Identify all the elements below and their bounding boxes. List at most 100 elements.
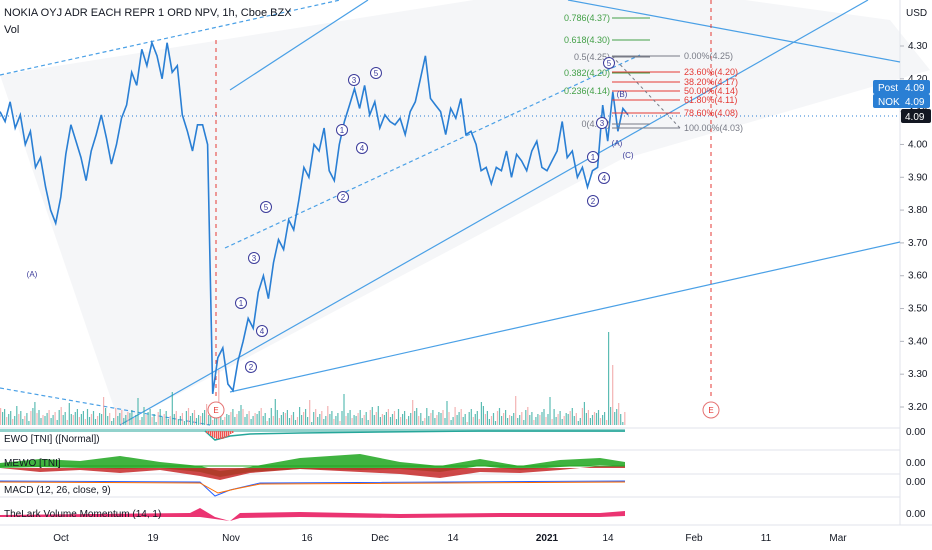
volume-bar: [351, 418, 353, 425]
volume-bar: [204, 410, 206, 425]
ewo-bar: [212, 431, 214, 437]
event-marker-label: E: [213, 406, 218, 415]
volume-bar: [22, 419, 24, 425]
price-tick-label: 3.40: [908, 336, 928, 347]
volume-bar: [589, 418, 591, 425]
volume-bar: [38, 410, 40, 425]
price-tick-label: 3.30: [908, 369, 928, 380]
wave-label-number: 4: [360, 144, 365, 153]
ewo-bar: [228, 431, 230, 436]
volume-bar: [159, 409, 161, 425]
ewo-bar: [206, 431, 208, 433]
volume-bar: [383, 415, 385, 425]
indicator-lark-value: 0.00: [906, 509, 926, 520]
volume-bar: [208, 415, 210, 425]
volume-bar: [163, 414, 165, 425]
price-series-line[interactable]: [0, 39, 629, 395]
volume-bar: [171, 392, 173, 425]
volume-bar: [303, 412, 305, 425]
indicator-mewo-value: 0.00: [906, 458, 926, 469]
wave-label-corrective: (C): [622, 151, 633, 160]
volume-bar: [42, 415, 44, 425]
event-marker[interactable]: [702, 401, 720, 419]
volume-bar: [177, 419, 179, 425]
volume-bar: [26, 413, 28, 425]
volume-bar: [515, 396, 517, 425]
volume-bar: [561, 419, 563, 425]
volume-bar: [34, 402, 36, 425]
post-badge-label: Post: [878, 83, 898, 94]
trend-lines[interactable]: [0, 0, 901, 426]
wave-label-number: 2: [249, 363, 254, 372]
volume-bar: [608, 332, 610, 425]
volume-bar: [99, 413, 101, 425]
volume-bar: [299, 407, 301, 425]
volume-bar: [111, 421, 113, 425]
volume-bar: [135, 415, 137, 425]
price-tick-label: 3.60: [908, 271, 928, 282]
volume-bar: [412, 400, 414, 425]
volume-bar: [375, 412, 377, 425]
volume-bar: [472, 417, 474, 425]
event-marker[interactable]: [207, 401, 225, 419]
volume-bar: [460, 409, 462, 425]
volume-bar: [321, 411, 323, 425]
volume-bar: [48, 410, 50, 425]
volume-bar: [490, 416, 493, 425]
volume-bar: [400, 417, 402, 425]
volume-bar: [482, 406, 484, 425]
volume-label: Vol: [4, 24, 19, 36]
volume-bar: [292, 412, 295, 425]
volume-bar: [286, 410, 288, 425]
wave-label-circle: [356, 142, 368, 154]
fib-retracement-label: 61.80%(4.11): [684, 95, 737, 105]
volume-bar: [82, 411, 84, 425]
channel-shading: [0, 0, 930, 425]
volume-bar: [365, 412, 367, 425]
indicator-macd-title[interactable]: MACD (12, 26, close, 9): [4, 485, 111, 496]
volume-bar: [480, 402, 482, 425]
volume-bar: [624, 412, 626, 425]
volume-bar: [228, 415, 230, 425]
wave-label-circle: [256, 325, 268, 337]
volume-bar: [36, 413, 38, 425]
volume-bar: [501, 416, 503, 425]
volume-bar: [307, 417, 309, 425]
volume-bar: [2, 412, 4, 425]
volume-bar: [115, 408, 117, 425]
volume-bar: [185, 411, 187, 425]
volume-bar: [28, 421, 30, 425]
volume-bar: [198, 415, 200, 425]
volume-bar: [206, 404, 208, 425]
ewo-bar: [210, 431, 212, 436]
time-tick-label: Dec: [371, 533, 389, 544]
volume-bar: [446, 401, 448, 425]
volume-bar: [539, 415, 541, 425]
wave-label-corrective: (B): [617, 90, 628, 99]
volume-bar: [464, 414, 466, 425]
indicator-ewo-title[interactable]: EWO [TNI] ([Normal]): [4, 434, 100, 445]
volume-bar: [131, 410, 133, 425]
volume-bar: [547, 414, 549, 425]
volume-bar: [24, 416, 26, 425]
fibonacci-levels[interactable]: 0.786(4.37) 0.618(4.30) 0.5(4.25) 0.382(4.2…: [564, 13, 743, 133]
fib-retracement-label: 23.60%(4.20): [684, 67, 738, 77]
volume-bar: [333, 419, 335, 425]
volume-bar: [80, 414, 82, 425]
time-axis[interactable]: Oct 19 Nov 16 Dec 14 2021 14 Feb 11 Mar: [53, 533, 847, 544]
volume-bar: [32, 408, 34, 425]
volume-bar: [474, 414, 476, 425]
volume-bar: [359, 410, 361, 425]
indicator-mewo-title[interactable]: MEWO [TNI]: [4, 458, 61, 469]
volume-bar: [404, 411, 406, 425]
volume-bar: [236, 414, 238, 425]
volume-bar: [161, 417, 163, 425]
volume-bar: [10, 411, 12, 425]
volume-bar: [165, 411, 167, 425]
indicator-lark-title[interactable]: TheLark Volume Momentum (14, 1): [4, 509, 161, 520]
volume-bar: [355, 416, 357, 425]
volume-bar: [141, 417, 143, 425]
volume-bar: [278, 418, 280, 425]
volume-bar: [444, 418, 446, 425]
